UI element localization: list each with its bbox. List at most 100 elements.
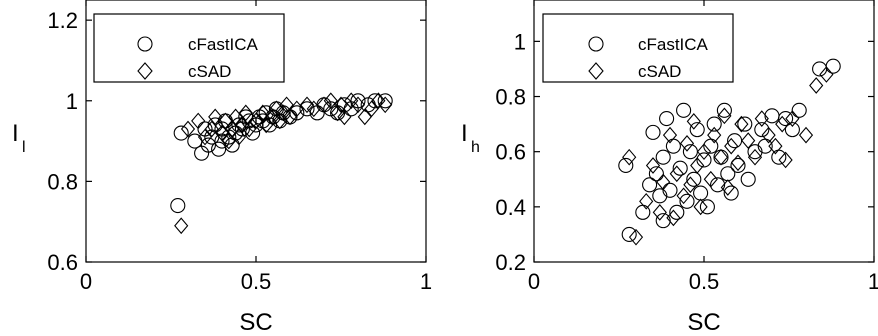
point-csad-right xyxy=(768,137,783,155)
point-cfastica-right xyxy=(791,102,807,118)
point-cfastica-right xyxy=(716,102,732,118)
legend-box-left xyxy=(93,13,285,83)
point-csad-right xyxy=(703,170,718,188)
point-csad-right xyxy=(724,137,739,155)
point-csad-left xyxy=(218,112,233,130)
point-csad-left xyxy=(214,124,230,142)
point-cfastica-right xyxy=(730,157,746,174)
point-csad-left xyxy=(272,112,287,130)
point-csad-left xyxy=(248,112,264,130)
point-csad-right xyxy=(798,126,814,144)
point-csad-left xyxy=(350,96,366,114)
point-cfastica-right xyxy=(621,226,637,242)
point-cfastica-right xyxy=(825,58,841,74)
point-csad-left xyxy=(299,96,315,114)
point-cfastica-right xyxy=(764,108,780,124)
point-cfastica-right xyxy=(648,166,664,182)
point-csad-right xyxy=(775,115,790,133)
point-cfastica-right xyxy=(669,204,685,220)
point-cfastica-left xyxy=(377,93,393,109)
point-csad-right xyxy=(734,115,749,133)
point-csad-left xyxy=(180,120,196,138)
point-csad-right xyxy=(676,187,691,205)
point-csad-left xyxy=(323,92,338,110)
legend-label-csad-right: cSAD xyxy=(638,62,681,81)
y-tick-label-left: 1.2 xyxy=(47,8,78,33)
point-csad-left xyxy=(364,100,379,118)
point-csad-left xyxy=(259,116,274,134)
y-tick-label-right: 0.2 xyxy=(495,250,526,275)
point-cfastica-right xyxy=(655,149,671,165)
point-csad-left xyxy=(306,100,321,118)
x-tick-label-right: 0.5 xyxy=(689,269,720,294)
point-csad-left xyxy=(337,108,352,126)
point-cfastica-right xyxy=(642,177,658,193)
marks-left xyxy=(170,92,393,235)
y-ticks-left: 0.6 0.8 1 1.2 xyxy=(47,8,426,275)
point-csad-left xyxy=(279,96,294,114)
legend-box-right xyxy=(542,13,734,83)
point-csad-left xyxy=(265,108,281,126)
y-axis-label-sub-left: l xyxy=(22,139,26,156)
point-cfastica-right xyxy=(696,152,712,168)
x-tick-label-right: 1 xyxy=(868,269,878,294)
y-tick-label-left: 1 xyxy=(66,89,78,114)
point-csad-right xyxy=(720,179,735,196)
y-axis-label-sub-right: h xyxy=(471,139,480,156)
point-csad-right xyxy=(628,228,644,246)
point-csad-left xyxy=(191,112,206,130)
point-csad-right xyxy=(669,165,684,183)
x-tick-label-left: 0 xyxy=(80,269,92,294)
point-csad-right xyxy=(785,110,800,127)
x-axis-label-right: SC xyxy=(687,309,720,336)
point-csad-left xyxy=(231,128,247,146)
point-cfastica-right xyxy=(754,122,770,138)
y-tick-label-right: 1 xyxy=(514,29,526,54)
y-ticks-right: 0.2 0.4 0.6 0.8 1 xyxy=(495,29,874,275)
point-csad-right xyxy=(761,126,776,144)
point-csad-right xyxy=(747,148,763,166)
point-csad-left xyxy=(371,92,386,110)
point-csad-left xyxy=(235,116,250,134)
point-csad-left xyxy=(282,108,298,126)
point-csad-left xyxy=(269,100,284,118)
point-cfastica-left xyxy=(211,141,227,157)
point-csad-right xyxy=(754,110,769,127)
point-cfastica-right xyxy=(713,149,729,165)
legend-right: cFastICA cSAD xyxy=(542,13,734,83)
legend-label-csad-left: cSAD xyxy=(188,62,231,81)
point-cfastica-left xyxy=(200,137,216,153)
y-tick-label-right: 0.4 xyxy=(495,195,526,220)
point-cfastica-right xyxy=(693,185,709,201)
y-axis-label-main-left: I xyxy=(12,120,19,147)
legend-left: cFastICA cSAD xyxy=(93,13,285,83)
point-csad-left xyxy=(316,96,332,114)
point-cfastica-right xyxy=(655,213,671,229)
point-csad-right xyxy=(622,148,637,166)
point-csad-left xyxy=(289,100,304,118)
point-cfastica-right xyxy=(689,122,705,138)
legend-label-cfastica-left: cFastICA xyxy=(188,35,259,54)
point-csad-left xyxy=(378,96,393,114)
point-csad-right xyxy=(679,135,695,152)
point-cfastica-right xyxy=(679,193,695,209)
point-csad-right xyxy=(707,126,722,144)
marks-right xyxy=(618,58,841,246)
point-cfastica-right xyxy=(686,171,702,187)
point-cfastica-right xyxy=(676,102,692,118)
point-csad-left xyxy=(333,96,349,114)
point-csad-right xyxy=(741,132,756,150)
point-cfastica-right xyxy=(699,199,715,215)
point-cfastica-left xyxy=(299,101,315,117)
point-csad-left xyxy=(330,104,345,122)
point-csad-left xyxy=(357,108,372,126)
legend-marker-csad-left xyxy=(137,62,153,80)
point-csad-right xyxy=(778,151,793,169)
point-cfastica-left xyxy=(173,125,189,141)
point-csad-right xyxy=(690,157,705,174)
point-csad-left xyxy=(228,108,243,126)
point-cfastica-right xyxy=(740,171,756,187)
panel-right: 0.20.40.60.81 0 0.5 1 cFastICA cSAD SC I h xyxy=(461,0,878,336)
point-csad-left xyxy=(208,108,223,126)
point-csad-left xyxy=(174,217,189,235)
